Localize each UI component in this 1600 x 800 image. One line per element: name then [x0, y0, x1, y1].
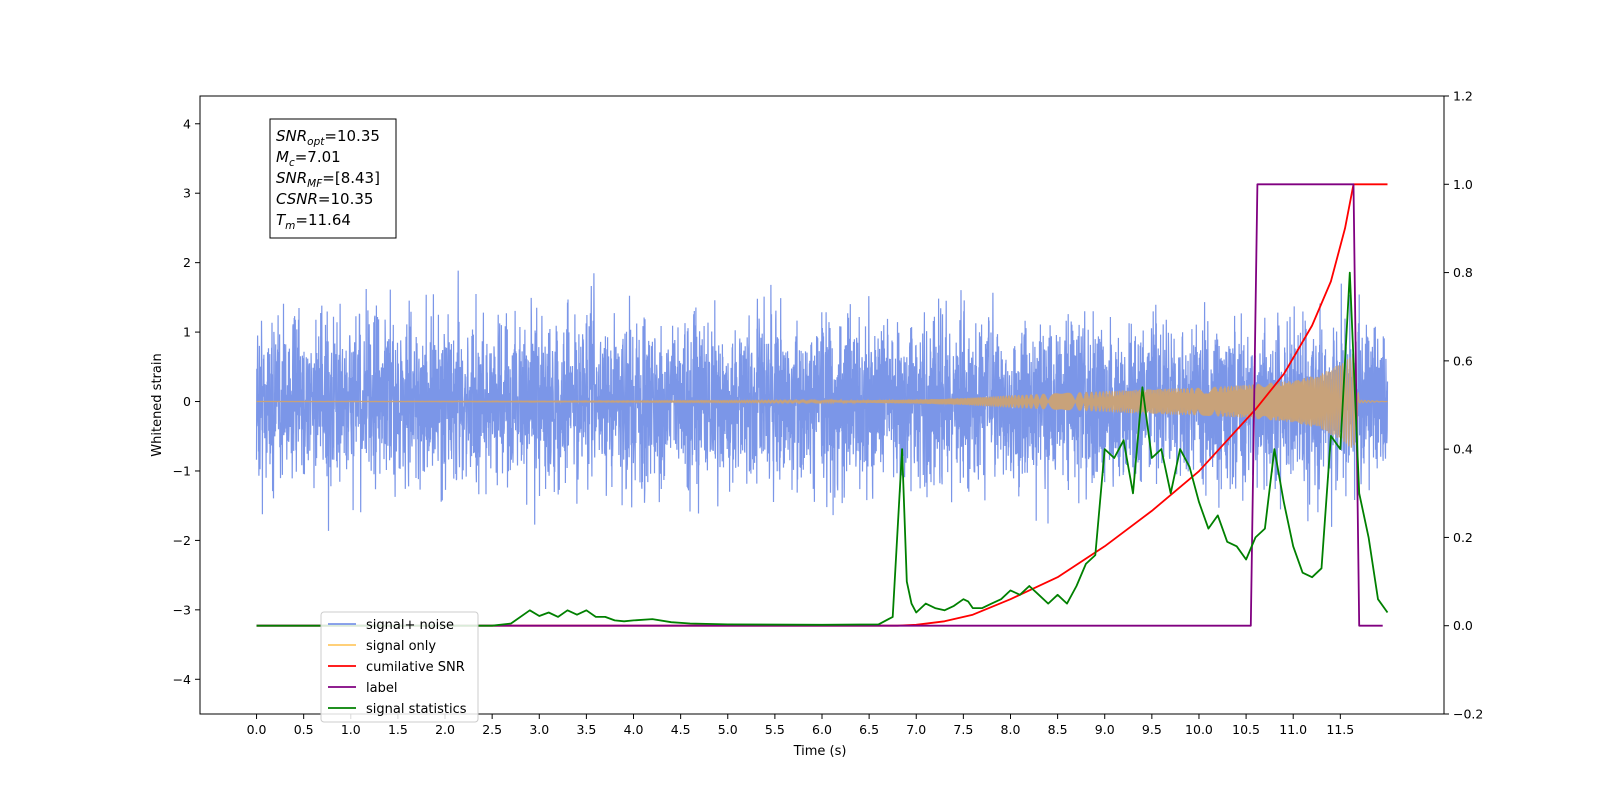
y-tick-label-right: 1.2 [1453, 89, 1473, 104]
y-tick-label-left: 1 [183, 325, 191, 340]
x-tick-label: 2.0 [435, 722, 455, 737]
y-tick-label-right: 0.4 [1453, 442, 1473, 457]
y-tick-label-left: 3 [183, 186, 191, 201]
axes: 0.0 0.5 1.0 1.5 2.0 2.5 3.0 3.5 4.0 4.5 5.0 5.5 6.0 6… [173, 89, 1484, 738]
x-tick-label: 10.5 [1232, 722, 1260, 737]
info-value: =11.64 [295, 211, 351, 229]
y-tick-label-right: −0.2 [1453, 707, 1483, 722]
legend: signal+ noise signal only cumilative SNR la… [320, 611, 479, 723]
x-tick-label: 4.0 [624, 722, 644, 737]
x-tick-label: 6.0 [812, 722, 832, 737]
info-symbol: SNR [276, 169, 307, 187]
info-line: Tm=11.64 [276, 211, 351, 232]
info-subscript: opt [307, 136, 325, 148]
info-subscript: m [285, 220, 295, 232]
y-tick-label-right: 1.0 [1453, 177, 1473, 192]
y-tick-label-left: 0 [183, 394, 191, 409]
y-tick-label-right: 0.8 [1453, 265, 1473, 280]
x-tick-label: 10.0 [1185, 722, 1213, 737]
legend-frame [320, 611, 479, 723]
info-symbol: SNR [276, 127, 307, 145]
x-tick-label: 7.0 [906, 722, 926, 737]
x-axis-label: Time (s) [793, 744, 847, 759]
series-signal-only [256, 353, 1388, 448]
x-tick-label: 11.5 [1326, 722, 1354, 737]
x-tick-label: 3.0 [529, 722, 549, 737]
info-line: SNRMF=[8.43] [276, 169, 380, 190]
series-signal-statistics [256, 271, 1389, 627]
x-tick-label: 11.0 [1279, 722, 1307, 737]
info-box: SNRopt=10.35Mc=7.01SNRMF=[8.43]CSNR=10.3… [269, 118, 397, 239]
legend-label: signal only [366, 639, 436, 654]
info-value: =7.01 [295, 148, 341, 166]
info-value: =10.35 [318, 190, 374, 208]
info-value: =10.35 [324, 127, 380, 145]
series-label [256, 183, 1383, 627]
x-tick-label: 9.5 [1142, 722, 1162, 737]
y-tick-label-left: −3 [173, 602, 191, 617]
y-tick-label-right: 0.2 [1453, 530, 1473, 545]
y-axis-label: Whitened strain [150, 353, 165, 456]
x-tick-label: 5.5 [765, 722, 785, 737]
info-box-frame [269, 118, 397, 239]
legend-label: cumilative SNR [366, 660, 465, 675]
x-tick-label: 3.5 [576, 722, 596, 737]
y-tick-label-left: −2 [173, 533, 191, 548]
y-tick-label-left: −4 [173, 672, 191, 687]
info-value: =[8.43] [322, 169, 380, 187]
x-tick-label: 4.5 [671, 722, 691, 737]
x-tick-label: 0.5 [294, 722, 314, 737]
x-tick-label: 1.5 [388, 722, 408, 737]
y-tick-label-left: −1 [173, 463, 191, 478]
info-line: CSNR=10.35 [276, 190, 373, 208]
legend-label: label [366, 681, 397, 696]
x-tick-label: 1.0 [341, 722, 361, 737]
y-tick-label-right: 0.6 [1453, 353, 1473, 368]
x-tick-label: 9.0 [1095, 722, 1115, 737]
info-symbol: CSNR [276, 190, 318, 208]
x-tick-label: 7.5 [953, 722, 973, 737]
x-tick-label: 8.0 [1001, 722, 1021, 737]
y-tick-label-right: 0.0 [1453, 618, 1473, 633]
legend-label: signal+ noise [366, 618, 454, 633]
y-tick-label-left: 4 [183, 116, 191, 131]
x-tick-label: 8.5 [1048, 722, 1068, 737]
series-cumulative-snr [256, 183, 1388, 627]
x-tick-label: 0.0 [247, 722, 267, 737]
info-symbol: T [276, 211, 287, 229]
info-line: SNRopt=10.35 [276, 127, 380, 148]
info-subscript: MF [307, 178, 323, 190]
x-tick-label: 2.5 [482, 722, 502, 737]
y-tick-label-left: 2 [183, 255, 191, 270]
info-subscript: c [289, 157, 295, 169]
info-line: Mc=7.01 [276, 148, 341, 169]
x-tick-label: 6.5 [859, 722, 879, 737]
x-tick-label: 5.0 [718, 722, 738, 737]
info-symbol: M [276, 148, 289, 166]
plot-area [255, 183, 1389, 627]
legend-label: signal statistics [366, 702, 467, 717]
